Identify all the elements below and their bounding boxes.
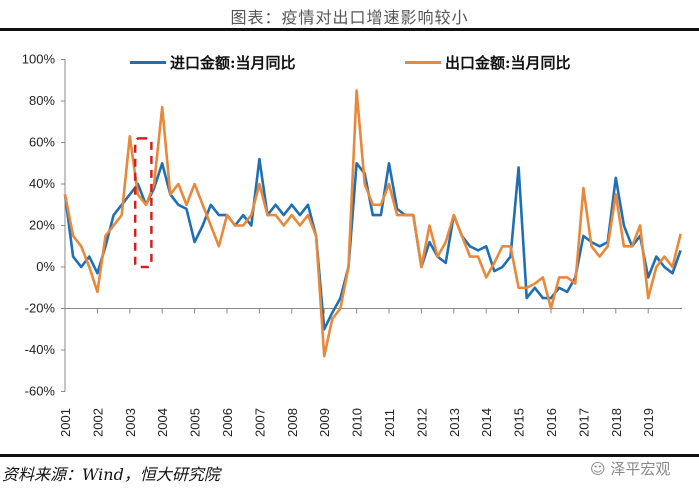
x-tick-label: 2016 [544, 408, 559, 437]
x-tick-label: 2012 [414, 408, 429, 437]
y-tick-label: 40% [29, 176, 55, 191]
legend-label-export: 出口金额:当月同比 [445, 54, 571, 72]
y-tick-label: 0% [36, 259, 55, 274]
x-tick-label: 2007 [252, 408, 267, 437]
x-tick-label: 2019 [641, 408, 656, 437]
x-tick-label: 2006 [220, 408, 235, 437]
y-tick-label: 80% [29, 93, 55, 108]
x-tick-label: 2009 [317, 408, 332, 437]
y-tick-label: 100% [22, 52, 56, 67]
series-line-import [63, 157, 682, 331]
x-tick-label: 2010 [350, 408, 365, 437]
legend-swatch-export [405, 61, 441, 64]
series-line-export [63, 89, 682, 358]
legend-item-import: 进口金额:当月同比 [130, 52, 296, 73]
bottom-rule [0, 454, 699, 457]
figure-title: 图表：疫情对出口增速影响较小 [230, 8, 469, 27]
top-rule [0, 28, 699, 31]
x-tick-label: 2001 [58, 408, 73, 437]
legend-swatch-import [130, 61, 166, 64]
source-note: 资料来源：Wind，恒大研究院 [2, 465, 220, 484]
x-tick-label: 2004 [155, 408, 170, 437]
wechat-icon: ☺ [590, 460, 611, 478]
x-tick-label: 2011 [382, 409, 397, 437]
watermark: ☺ 泽平宏观 [590, 458, 670, 479]
legend-label-import: 进口金额:当月同比 [170, 54, 296, 72]
y-tick-label: 60% [29, 135, 55, 150]
legend-item-export: 出口金额:当月同比 [405, 52, 571, 73]
y-tick-label: -20% [25, 301, 56, 316]
x-tick-label: 2005 [188, 408, 203, 437]
highlight-box [133, 137, 153, 269]
x-tick-label: 2018 [609, 408, 624, 437]
y-tick-label: -60% [25, 384, 56, 399]
y-tick-label: 20% [29, 218, 55, 233]
y-tick-label: -40% [25, 342, 56, 357]
x-tick-label: 2014 [479, 408, 494, 437]
x-tick-label: 2017 [576, 408, 591, 437]
x-tick-label: 2002 [90, 408, 105, 437]
x-tick-label: 2008 [285, 408, 300, 437]
x-tick-label: 2015 [512, 408, 527, 437]
x-tick-label: 2003 [123, 408, 138, 437]
x-tick-label: 2013 [447, 408, 462, 437]
watermark-text: 泽平宏观 [610, 460, 671, 478]
